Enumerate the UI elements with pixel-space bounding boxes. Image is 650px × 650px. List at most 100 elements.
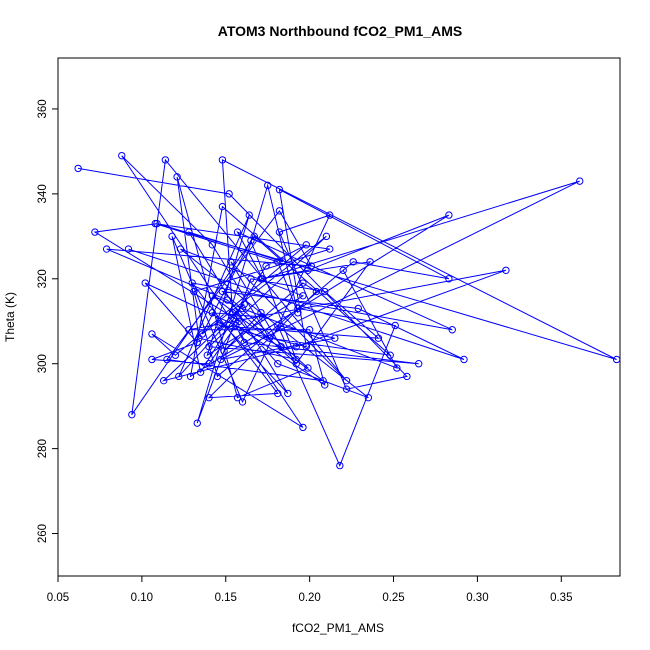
data-point [240, 338, 248, 347]
data-point [274, 258, 282, 266]
y-tick-label: 280 [37, 439, 49, 458]
chart-title: ATOM3 Northbound fCO2_PM1_AMS [218, 23, 463, 39]
data-point [304, 364, 312, 372]
series-line [78, 155, 617, 467]
data-point [576, 177, 584, 185]
data-point [118, 151, 126, 160]
y-tick-label: 340 [37, 184, 49, 203]
data-point [153, 219, 161, 228]
data-point [124, 245, 133, 253]
data-point [612, 355, 621, 364]
data-point [284, 389, 292, 398]
data-point [349, 258, 357, 266]
plot-frame [57, 57, 621, 577]
data-point [445, 275, 453, 283]
data-point [305, 326, 314, 334]
data-point [275, 207, 284, 215]
data-point [233, 393, 242, 402]
data-point [258, 313, 267, 321]
data-point [292, 355, 300, 364]
data-point [445, 211, 453, 219]
data-point [322, 232, 331, 241]
data-point [238, 398, 247, 406]
x-tick-label: 0.10 [131, 592, 153, 604]
data-point [193, 419, 201, 427]
data-point [299, 423, 307, 432]
data-point [91, 228, 99, 236]
data-point [203, 351, 212, 359]
data-point [247, 236, 255, 245]
x-tick-label: 0.35 [550, 592, 572, 604]
data-point [275, 185, 284, 194]
data-point [294, 304, 302, 313]
data-point [302, 241, 310, 249]
data-point [264, 181, 272, 190]
data-point [173, 173, 181, 181]
data-point [195, 334, 203, 342]
data-point [339, 266, 347, 274]
data-point [277, 343, 285, 351]
data-series [74, 151, 621, 470]
data-point [215, 321, 223, 330]
data-point [208, 309, 217, 317]
data-point [448, 326, 456, 334]
data-point [302, 343, 310, 351]
data-point [205, 360, 213, 368]
x-axis: 0.05 0.10 0.15 0.20 0.25 0.30 0.35 [47, 575, 572, 604]
data-point [299, 292, 307, 300]
data-point [502, 266, 510, 274]
data-point [168, 232, 176, 241]
x-tick-label: 0.30 [466, 592, 488, 604]
data-point [102, 245, 111, 253]
y-tick-label: 360 [37, 99, 49, 118]
data-point [163, 355, 171, 364]
data-point [307, 262, 316, 270]
data-point [294, 309, 302, 317]
y-tick-label: 260 [37, 524, 49, 543]
data-point [364, 393, 373, 402]
data-point [354, 304, 362, 313]
data-point [319, 376, 327, 385]
data-point [208, 292, 217, 300]
data-point [321, 381, 329, 389]
y-tick-label: 300 [37, 354, 49, 373]
x-tick-label: 0.25 [382, 592, 404, 604]
data-point [218, 202, 227, 211]
data-point [161, 156, 170, 164]
data-point [240, 300, 248, 308]
data-point [336, 461, 344, 470]
data-point [414, 360, 423, 368]
data-point [386, 351, 394, 359]
data-point [326, 245, 334, 253]
data-point [312, 287, 321, 296]
data-point [342, 376, 351, 385]
x-tick-label: 0.20 [298, 592, 320, 604]
data-point [218, 156, 227, 164]
data-point [321, 287, 329, 296]
y-tick-label: 320 [37, 269, 49, 288]
data-point [403, 372, 411, 381]
data-point [299, 279, 307, 287]
data-point [245, 211, 253, 219]
data-point [331, 334, 339, 342]
data-point [326, 211, 334, 219]
data-point [213, 372, 222, 381]
data-point [374, 334, 383, 342]
data-point [196, 368, 205, 376]
data-point [257, 309, 265, 317]
x-tick-label: 0.05 [47, 592, 69, 604]
data-point [218, 287, 227, 296]
data-point [258, 275, 267, 283]
data-point [292, 343, 300, 351]
data-point [176, 245, 185, 253]
data-point [205, 393, 213, 402]
data-point [185, 228, 193, 236]
data-point [391, 321, 399, 330]
data-point [265, 334, 274, 342]
data-point [141, 279, 149, 287]
data-point [247, 275, 255, 283]
data-point [190, 287, 198, 296]
data-point [232, 321, 240, 330]
data-point [274, 321, 282, 330]
